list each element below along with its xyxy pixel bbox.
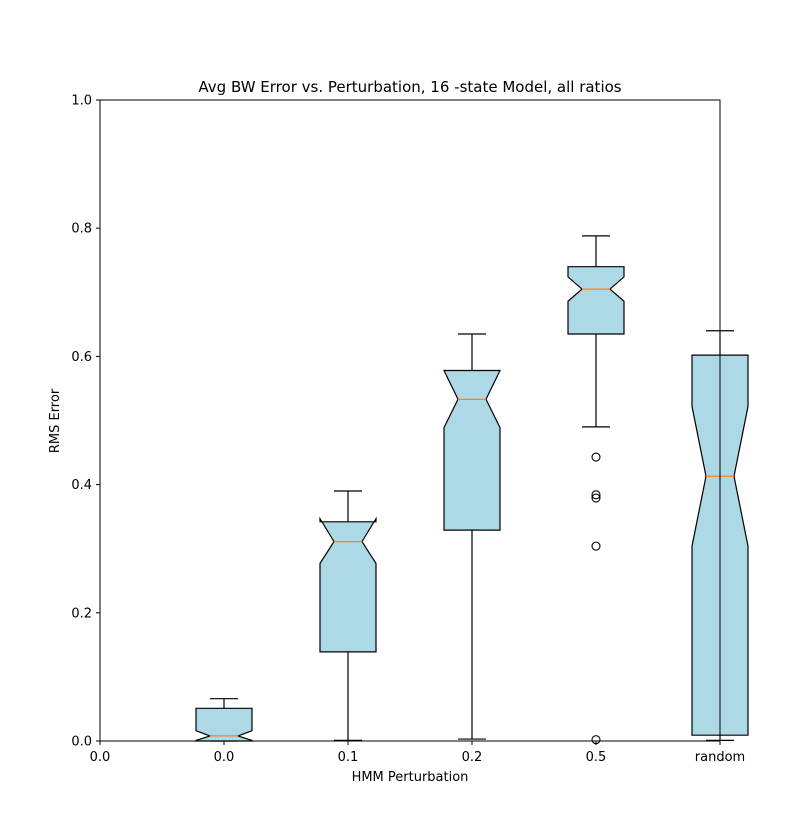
y-tick-label: 0.8 (71, 222, 92, 237)
x-tick-label: 0.0 (214, 750, 235, 765)
y-tick-label: 1.0 (71, 94, 92, 109)
x-tick-label: 0.2 (462, 750, 483, 765)
box-body (443, 369, 501, 531)
x-tick-label: random (695, 750, 745, 765)
y-axis-label: RMS Error (48, 388, 63, 453)
y-axis: 0.0 0.2 0.4 0.6 0.8 1.0 (71, 94, 100, 750)
outlier-point (591, 493, 601, 503)
box-group-0.2 (443, 333, 501, 740)
box-body (319, 516, 377, 653)
plot-frame (99, 99, 721, 742)
outlier-point (591, 452, 601, 462)
y-tick-label: 0.4 (71, 478, 92, 493)
y-tick-label: 0.6 (71, 350, 92, 365)
x-axis: 0.0 0.0 0.1 0.2 0.5 random (90, 741, 745, 765)
x-tick-label: 0.0 (90, 750, 111, 765)
outlier-point (591, 541, 601, 551)
x-tick-label: 0.5 (586, 750, 607, 765)
box-group-0.1 (319, 490, 377, 741)
x-axis-label: HMM Perturbation (352, 770, 469, 785)
chart-title: Avg BW Error vs. Perturbation, 16 -state… (198, 78, 621, 96)
box-body (567, 266, 625, 335)
box-group-0.5 (567, 235, 625, 745)
x-tick-label: 0.1 (338, 750, 359, 765)
plot-area (195, 235, 749, 745)
outlier-point (591, 490, 601, 500)
y-tick-label: 0.2 (71, 606, 92, 621)
box-group-0.0 (195, 698, 253, 742)
y-tick-label: 0.0 (71, 735, 92, 750)
